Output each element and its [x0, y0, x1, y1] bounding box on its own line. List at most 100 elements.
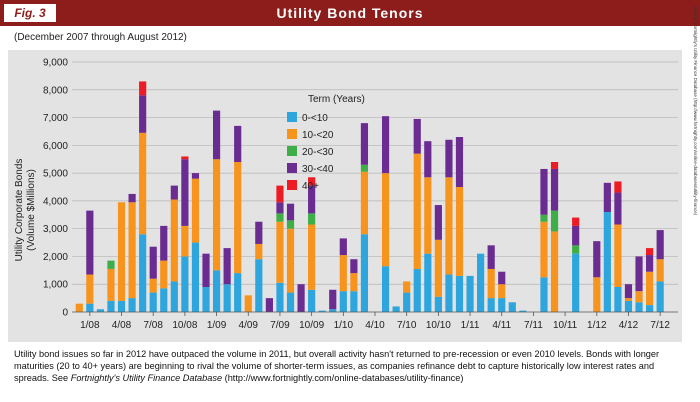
- y-tick-label: 0: [62, 308, 68, 319]
- bar-segment: [255, 221, 263, 244]
- bar-segment: [424, 177, 432, 254]
- bar-segment: [191, 178, 200, 243]
- bar-segment: [646, 305, 654, 312]
- bar-segment: [339, 255, 347, 292]
- bar-segment: [202, 287, 210, 312]
- legend-swatch: [287, 163, 297, 173]
- bar-segment: [445, 177, 453, 275]
- bar-segment: [360, 123, 369, 165]
- bar-segment: [191, 173, 200, 179]
- legend-label: 30-<40: [302, 164, 334, 175]
- bar-segment: [540, 168, 548, 215]
- bar-segment: [487, 268, 495, 299]
- bar-segment: [381, 173, 390, 267]
- bar-segment: [498, 271, 506, 285]
- bar-segment: [308, 213, 316, 225]
- bar-segment: [614, 181, 622, 193]
- bar-segment: [498, 284, 506, 299]
- x-tick-label: 4/08: [112, 320, 132, 331]
- figure-number-badge: Fig. 3: [4, 4, 56, 22]
- bars: [75, 81, 664, 312]
- bar-segment: [424, 253, 432, 312]
- bar-segment: [487, 245, 495, 269]
- bar-segment: [360, 234, 369, 312]
- caption-text: Utility bond issues so far in 2012 have …: [14, 349, 660, 383]
- bar-segment: [223, 248, 231, 285]
- bar-segment: [160, 288, 168, 312]
- bar-segment: [455, 187, 464, 276]
- x-tick-labels: 1/08 4/08 7/08 10/08 1/09 4/09 7/09 10/09 1/10 4/…: [80, 312, 670, 331]
- bar-segment: [413, 268, 421, 312]
- bar-segment: [445, 274, 453, 312]
- bar-segment: [276, 185, 284, 203]
- source-note-text: Source: Fortnightly's Utility Finance Da…: [693, 6, 698, 216]
- y-tick-label: 6,000: [43, 141, 68, 152]
- source-note: Source: Fortnightly's Utility Finance Da…: [693, 6, 698, 216]
- bar-segment: [139, 132, 147, 235]
- bar-segment: [234, 273, 242, 312]
- bar-segment: [149, 292, 157, 312]
- bar-segment: [107, 268, 115, 301]
- chart-title: Utility Bond Tenors: [276, 5, 424, 21]
- bar-segment: [181, 225, 189, 257]
- bar-segment: [86, 274, 94, 304]
- bar-segment: [540, 214, 548, 222]
- legend-swatch: [287, 129, 297, 139]
- bar-segment: [624, 284, 633, 299]
- bar-segment: [403, 281, 411, 293]
- bar-segment: [234, 125, 242, 162]
- bar-segment: [255, 243, 263, 260]
- bar-segment: [381, 116, 390, 174]
- bar-segment: [360, 164, 369, 172]
- bar-segment: [128, 298, 136, 312]
- bar-segment: [308, 289, 316, 312]
- bar-segment: [466, 275, 474, 312]
- y-axis-title-line1: Utility Corporate Bonds: [14, 159, 25, 262]
- x-tick-label: 7/11: [524, 320, 543, 331]
- y-tick-label: 4,000: [43, 196, 68, 207]
- bar-segment: [329, 309, 337, 312]
- y-tick-label: 8,000: [43, 85, 68, 96]
- y-axis-title-line2: (Volume $Millions): [26, 169, 37, 251]
- bar-segment: [96, 309, 104, 312]
- bar-segment: [519, 310, 527, 312]
- bar-segment: [191, 242, 200, 312]
- bar-segment: [498, 298, 506, 312]
- y-tick-labels: 0 1,000 2,000 3,000 4,000 5,000 6,000 7,000 8,00…: [43, 58, 68, 319]
- bar-segment: [614, 224, 622, 287]
- y-tick-label: 9,000: [43, 58, 68, 69]
- bar-segment: [181, 159, 189, 226]
- bar-segment: [149, 246, 157, 279]
- bar-segment: [244, 295, 252, 312]
- legend-label: 0-<10: [302, 113, 328, 124]
- x-tick-label: 1/08: [80, 320, 100, 331]
- bar-segment: [276, 213, 284, 222]
- bar-segment: [646, 248, 654, 256]
- bar-segment: [646, 271, 654, 306]
- bar-segment: [572, 245, 580, 254]
- bar-segment: [624, 300, 633, 312]
- bar-segment: [445, 139, 453, 178]
- caption-database-name: Fortnightly's Utility Finance Database: [70, 373, 223, 383]
- bar-segment: [308, 177, 316, 186]
- bar-segment: [434, 296, 442, 312]
- bar-segment: [593, 241, 601, 278]
- bar-segment: [329, 289, 337, 310]
- x-tick-label: 1/11: [461, 320, 480, 331]
- bar-segment: [286, 220, 295, 229]
- bar-segment: [434, 239, 442, 297]
- bar-segment: [508, 302, 516, 312]
- x-tick-label: 7/12: [650, 320, 670, 331]
- legend-label: 10-<20: [302, 130, 334, 141]
- bar-segment: [434, 205, 442, 240]
- bar-segment: [286, 228, 295, 293]
- bar-segment: [656, 259, 664, 282]
- bar-segment: [550, 168, 559, 211]
- figure-header: Fig. 3 Utility Bond Tenors: [0, 0, 700, 26]
- bar-segment: [572, 217, 580, 226]
- figure-caption: Utility bond issues so far in 2012 have …: [14, 348, 680, 384]
- bar-segment: [603, 212, 611, 312]
- bar-segment: [318, 310, 326, 312]
- legend-title: Term (Years): [308, 94, 365, 105]
- bar-segment: [107, 300, 115, 312]
